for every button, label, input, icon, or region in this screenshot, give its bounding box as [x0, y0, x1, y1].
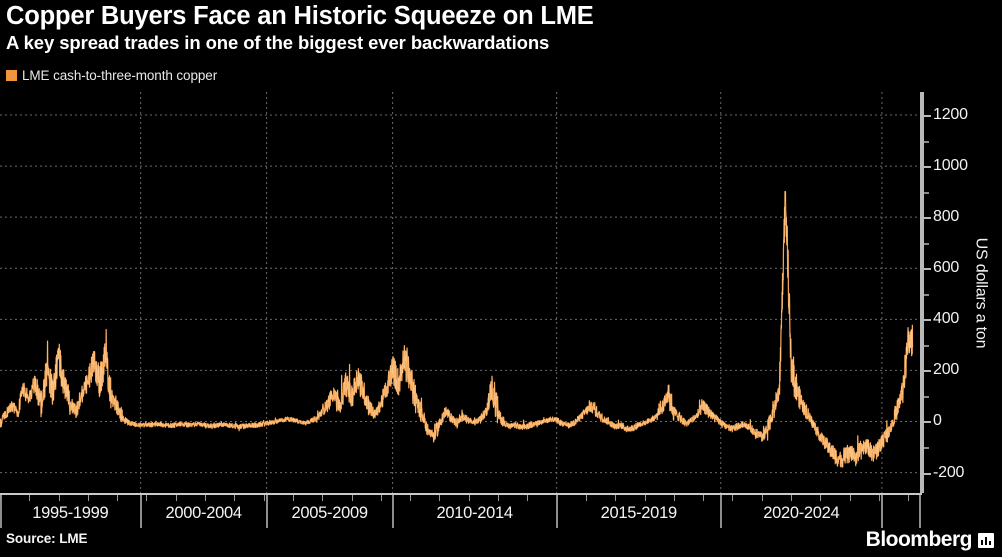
x-tick — [556, 495, 558, 501]
brand-name-label: Bloomberg — [865, 528, 973, 551]
x-tick — [0, 495, 1, 501]
x-tick — [585, 495, 587, 501]
y-tick-minor — [924, 191, 929, 194]
y-tick-label: 0 — [933, 412, 942, 430]
x-tick — [205, 495, 207, 501]
y-tick-label: 800 — [933, 208, 960, 226]
x-axis-line — [0, 493, 922, 495]
x-group-separator — [719, 495, 722, 528]
x-tick — [58, 495, 60, 501]
x-tick — [615, 495, 617, 501]
x-tick — [761, 495, 763, 501]
x-tick — [439, 495, 441, 501]
x-tick — [87, 495, 89, 501]
bloomberg-logo-icon — [978, 532, 994, 548]
y-axis-title-label: US dollars a ton — [972, 237, 990, 348]
x-group-separator — [555, 495, 558, 528]
y-tick — [924, 370, 931, 373]
y-tick-minor — [924, 140, 929, 143]
x-tick — [908, 495, 910, 501]
bloomberg-brand: Bloomberg — [866, 528, 994, 552]
x-tick — [878, 495, 880, 501]
y-tick-label: -200 — [933, 463, 965, 481]
x-group-separator — [265, 495, 268, 528]
y-tick — [924, 217, 931, 220]
x-group-label: 2000-2004 — [165, 504, 243, 522]
y-tick — [924, 319, 931, 322]
x-tick — [498, 495, 500, 501]
x-tick — [732, 495, 734, 501]
legend-swatch-icon — [6, 70, 17, 81]
x-tick — [410, 495, 412, 501]
y-axis-line — [920, 92, 924, 493]
x-group-separator — [880, 495, 883, 528]
x-tick — [322, 495, 324, 501]
x-tick — [29, 495, 31, 501]
chart-title: Copper Buyers Face an Historic Squeeze o… — [6, 2, 594, 30]
plot-area — [0, 92, 920, 493]
y-tick-minor — [924, 293, 929, 296]
x-tick — [175, 495, 177, 501]
x-tick — [644, 495, 646, 501]
x-tick — [292, 495, 294, 501]
x-group-label: 2005-2009 — [291, 504, 369, 522]
x-group-separator — [0, 495, 2, 528]
x-group-label: 2010-2014 — [436, 504, 514, 522]
x-tick — [703, 495, 705, 501]
x-tick — [849, 495, 851, 501]
y-tick-label: 1200 — [933, 105, 968, 123]
x-group-separator — [391, 495, 394, 528]
x-tick — [263, 495, 265, 501]
source-note: Source: LME — [6, 531, 88, 546]
y-tick-minor — [924, 447, 929, 450]
data-series-highlight — [0, 191, 913, 468]
x-tick — [117, 495, 119, 501]
legend-item-label: LME cash-to-three-month copper — [22, 68, 218, 83]
x-group-label: 1995-1999 — [32, 504, 109, 522]
x-tick — [820, 495, 822, 501]
y-tick-minor — [924, 344, 929, 347]
y-tick-minor — [924, 395, 929, 398]
y-tick — [924, 166, 931, 169]
series-canvas — [0, 92, 920, 493]
y-tick-label: 200 — [933, 361, 960, 379]
x-tick — [351, 495, 353, 501]
y-tick-label: 600 — [933, 259, 960, 277]
x-tick — [791, 495, 793, 501]
y-tick-label: 400 — [933, 310, 960, 328]
chart-subtitle: A key spread trades in one of the bigges… — [6, 32, 550, 53]
x-tick — [527, 495, 529, 501]
x-tick — [468, 495, 470, 501]
x-group-separator — [139, 495, 142, 528]
y-axis-title: US dollars a ton — [966, 92, 994, 493]
chart-legend: LME cash-to-three-month copper — [6, 68, 217, 83]
y-tick — [924, 472, 931, 475]
x-tick — [380, 495, 382, 501]
y-tick-minor — [924, 242, 929, 245]
x-group-separator — [919, 495, 921, 528]
y-tick — [924, 421, 931, 424]
x-group-label: 2020-2024 — [763, 504, 840, 522]
y-tick — [924, 114, 931, 117]
y-tick — [924, 268, 931, 271]
x-tick — [673, 495, 675, 501]
x-tick — [234, 495, 236, 501]
x-tick — [146, 495, 148, 501]
y-tick-label: 1000 — [933, 157, 968, 175]
x-group-label: 2015-2019 — [600, 504, 678, 522]
